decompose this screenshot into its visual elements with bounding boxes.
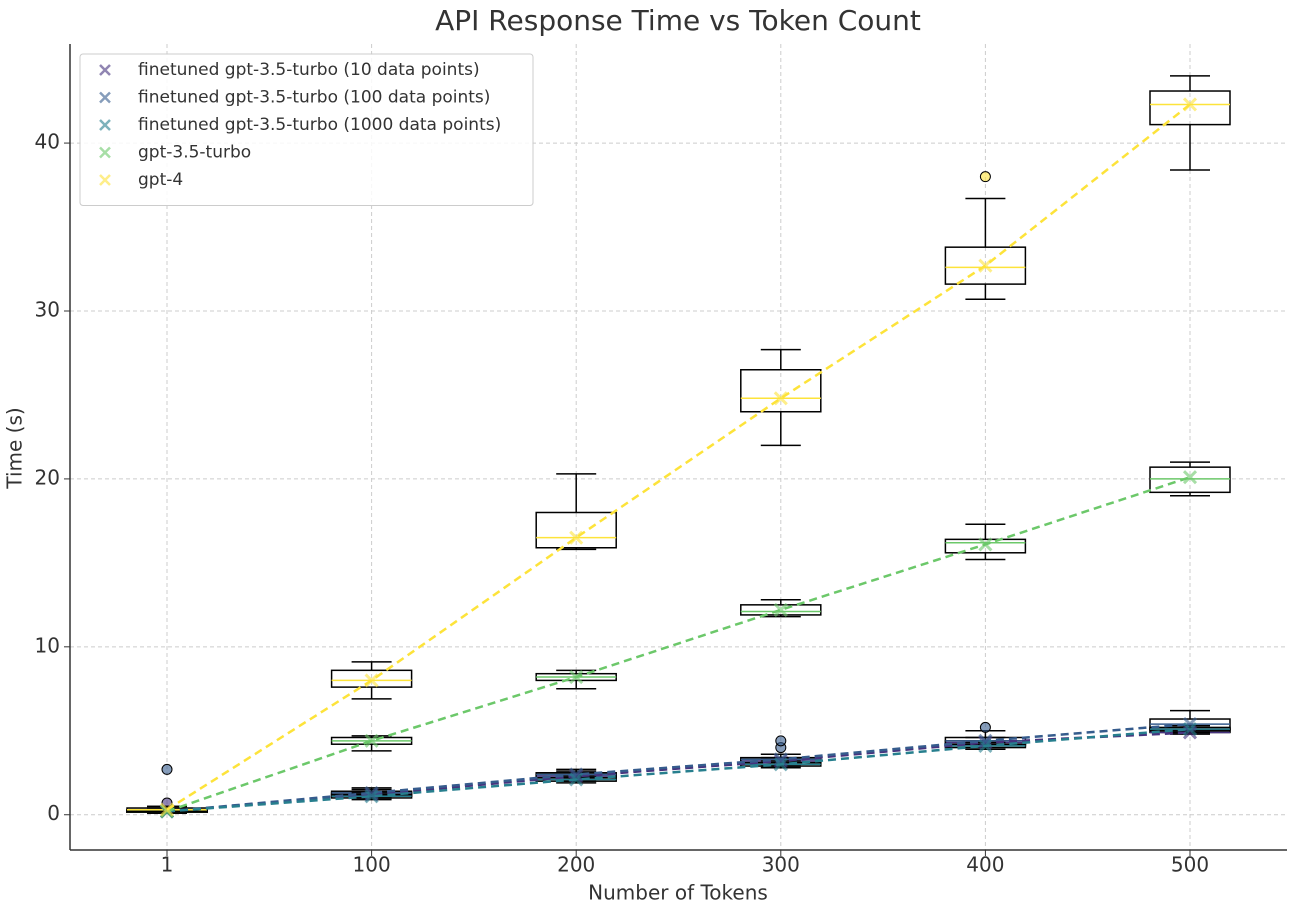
mean-line — [166, 722, 1191, 813]
y-tick-label: 20 — [35, 465, 60, 489]
legend-marker — [99, 146, 111, 159]
chart-title: API Response Time vs Token Count — [435, 4, 921, 37]
point — [569, 530, 584, 545]
x-tick-label: 200 — [557, 853, 595, 877]
box — [1149, 90, 1231, 126]
box — [740, 604, 822, 616]
point — [569, 767, 584, 782]
point — [978, 537, 993, 552]
point — [364, 733, 379, 748]
outlier — [775, 735, 787, 747]
legend-marker — [99, 91, 111, 104]
legend-marker — [99, 174, 111, 186]
point — [978, 258, 993, 273]
box — [1149, 466, 1231, 494]
box — [740, 369, 822, 413]
y-tick-label: 40 — [35, 130, 60, 154]
y-axis-label: Time (s) — [3, 407, 27, 489]
x-tick-label: 500 — [1171, 853, 1209, 877]
y-tick-label: 0 — [47, 801, 60, 825]
point — [773, 757, 788, 772]
legend-label: finetuned gpt-3.5-turbo (100 data points… — [138, 88, 490, 108]
mean-line — [166, 731, 1191, 813]
point — [1182, 722, 1198, 737]
mean-line — [166, 476, 1191, 813]
box — [330, 669, 413, 688]
point — [159, 802, 175, 817]
x-tick-label: 100 — [353, 853, 391, 877]
mean-line — [166, 103, 1191, 811]
legend-box — [79, 53, 534, 206]
point — [569, 669, 584, 685]
legend-label: finetuned gpt-3.5-turbo (1000 data point… — [138, 115, 501, 135]
x-tick-label: 1 — [161, 853, 174, 877]
point — [1182, 97, 1198, 112]
box — [944, 246, 1027, 285]
outlier — [161, 763, 173, 775]
mean-line — [166, 727, 1191, 813]
x-axis-label: Number of Tokens — [588, 881, 768, 905]
point — [978, 738, 993, 753]
box — [535, 511, 617, 549]
legend-label: finetuned gpt-3.5-turbo (10 data points) — [138, 60, 480, 80]
point — [773, 602, 788, 617]
legend-label: gpt-4 — [138, 170, 183, 190]
point — [569, 772, 584, 787]
outlier — [979, 171, 991, 183]
point — [364, 673, 379, 688]
point — [773, 752, 788, 767]
legend-marker — [99, 64, 111, 76]
point — [773, 391, 788, 406]
y-tick-label: 10 — [35, 633, 60, 657]
x-tick-label: 300 — [762, 853, 800, 877]
x-tick-label: 400 — [966, 853, 1004, 877]
legend-label: gpt-3.5-turbo — [138, 143, 251, 163]
point — [1182, 470, 1198, 485]
point — [364, 789, 379, 804]
box — [944, 538, 1027, 554]
y-tick-label: 30 — [35, 297, 60, 321]
point — [1182, 717, 1198, 732]
outlier — [979, 721, 991, 733]
legend-marker — [99, 119, 111, 131]
